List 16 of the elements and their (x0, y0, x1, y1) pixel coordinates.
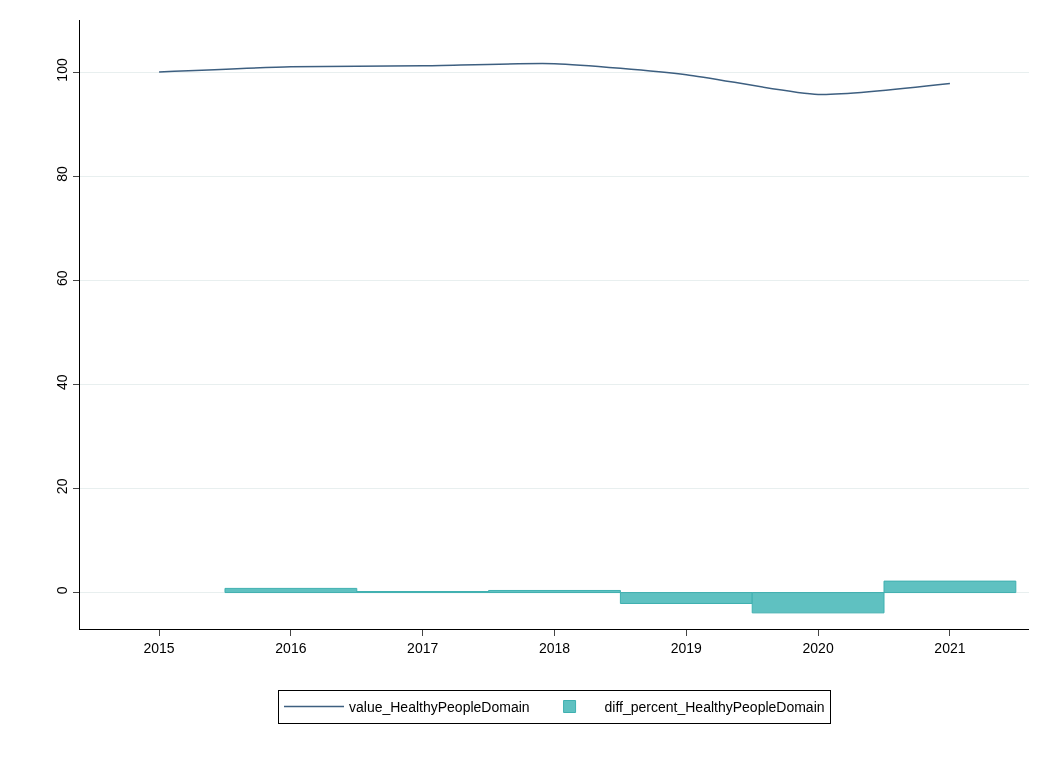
y-tick-label: 0 (54, 586, 71, 595)
line-series (158, 62, 951, 96)
y-tick-label: 80 (54, 166, 71, 182)
x-tick-label: 2017 (407, 639, 439, 656)
x-tick-label: 2021 (934, 639, 966, 656)
x-tick-label: 2019 (670, 639, 703, 656)
x-tick-label: 2016 (275, 639, 307, 656)
y-tick-label: 60 (54, 270, 71, 286)
legend-label: value_HealthyPeopleDomain (349, 698, 530, 715)
legend-label: diff_percent_HealthyPeopleDomain (604, 698, 825, 715)
x-tick-label: 2018 (538, 639, 571, 656)
x-tick-label: 2020 (802, 639, 834, 656)
y-tick-label: 40 (54, 374, 71, 391)
x-tick-label: 2015 (143, 639, 175, 656)
y-tick-label: 20 (54, 478, 71, 495)
y-tick-label: 100 (54, 58, 71, 82)
